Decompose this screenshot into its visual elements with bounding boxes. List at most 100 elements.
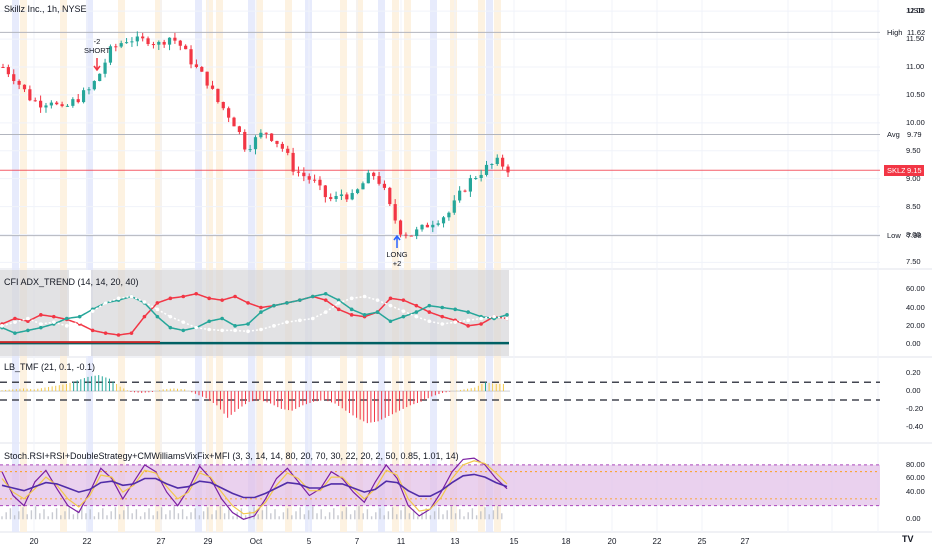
candle-body <box>296 171 301 173</box>
adx-series-1-segment <box>442 306 456 311</box>
session-highlight <box>155 0 162 532</box>
axis-tick-label: 8.00 <box>906 229 921 239</box>
candle-body <box>92 81 96 90</box>
adx-series-1-segment <box>260 304 275 313</box>
adx-series-2-segment <box>144 301 158 310</box>
candle-body <box>6 67 10 75</box>
adx-series-2-segment <box>157 308 171 318</box>
session-highlight <box>195 0 202 532</box>
adx-series-0-segment <box>312 295 326 301</box>
candle-body <box>329 197 333 200</box>
adx-indicator-title[interactable]: CFI ADX_TREND (14, 14, 20, 40) <box>4 277 139 287</box>
adx-series-1-segment <box>455 308 469 313</box>
adx-series-0-segment <box>183 293 197 298</box>
axis-tick-label: 0.00 <box>906 386 921 396</box>
tmf-indicator-title[interactable]: LB_TMF (21, 0.1, -0.1) <box>4 362 96 372</box>
candle-body <box>270 133 274 141</box>
candle-body <box>302 172 306 177</box>
candle-body <box>162 41 166 45</box>
adx-series-1-segment <box>416 304 430 313</box>
adx-series-0-segment <box>403 299 417 307</box>
candle-body <box>114 46 118 48</box>
candle-body <box>248 149 252 151</box>
avg-level-label: Avg <box>884 129 903 141</box>
session-highlight <box>486 0 493 532</box>
short-signal-text: SHORT <box>83 46 111 55</box>
long-arrow-icon <box>393 234 401 248</box>
long-signal-label: LONG +2 <box>386 250 407 268</box>
stoch-series-2-line <box>1 473 508 499</box>
candle-body <box>345 194 349 200</box>
candle-body <box>253 137 258 150</box>
candle-body <box>76 99 80 103</box>
adx-series-2-segment <box>325 302 340 313</box>
axis-tick-label: -0.40 <box>906 421 924 431</box>
axis-tick-label: 10.00 <box>906 117 925 127</box>
candle-body <box>44 105 48 108</box>
candle-body <box>415 229 419 237</box>
session-highlight <box>256 0 263 532</box>
candle-body <box>173 37 177 41</box>
date-tick-label: 7 <box>354 537 360 546</box>
candle-body <box>420 224 424 230</box>
candle-body <box>200 66 204 72</box>
candle-body <box>484 164 489 175</box>
adx-series-1-segment <box>286 299 300 304</box>
low-level-label: Low <box>884 230 904 242</box>
adx-series-0-segment <box>468 323 482 327</box>
adx-series-0-segment <box>221 295 236 301</box>
candle-body <box>441 217 446 224</box>
session-highlight <box>356 0 363 532</box>
axis-tick-label: 0.00 <box>906 339 921 349</box>
adx-series-1-segment <box>143 302 158 318</box>
candle-body <box>350 193 354 200</box>
candle-body <box>130 41 134 43</box>
adx-series-2-segment <box>92 302 106 312</box>
candle-body <box>339 194 344 196</box>
axis-tick-label: 40.00 <box>906 487 925 497</box>
date-tick-label: 27 <box>740 537 750 546</box>
candle-body <box>388 187 392 205</box>
adx-series-1-segment <box>390 315 404 322</box>
avg-level-value: 9.79 <box>907 130 922 140</box>
candle-body <box>409 235 413 237</box>
adx-series-1-segment <box>183 326 197 332</box>
candle-body <box>312 179 317 181</box>
adx-series-0-segment <box>325 299 340 310</box>
adx-series-2-segment <box>312 311 327 320</box>
candle-body <box>157 41 161 45</box>
candle-body <box>141 36 145 39</box>
candle-body <box>39 100 43 108</box>
candle-body <box>227 108 231 118</box>
adx-series-0-segment <box>1 317 16 325</box>
candle-body <box>194 64 199 67</box>
candle-body <box>210 85 215 89</box>
stoch-indicator-title[interactable]: Stoch.RSI+RSI+DoubleStrategy+CMWilliamsV… <box>4 451 459 461</box>
candle-body <box>259 132 263 138</box>
adx-gap <box>69 270 91 356</box>
candle-body <box>71 99 75 106</box>
candle-body <box>1 67 5 68</box>
adx-series-0-segment <box>429 311 443 318</box>
adx-series-1-segment <box>221 317 236 327</box>
chart-title: Skillz Inc., 1h, NYSE <box>4 4 87 14</box>
adx-series-1-segment <box>209 317 223 322</box>
adx-series-0-segment <box>390 297 404 301</box>
axis-tick-label: 60.00 <box>906 473 925 483</box>
candle-body <box>33 100 37 102</box>
adx-series-1-segment <box>429 304 443 309</box>
adx-series-0-segment <box>157 297 171 304</box>
candle-body <box>189 49 193 65</box>
adx-series-1-segment <box>170 326 184 332</box>
adx-series-0-segment <box>105 332 119 336</box>
candle-body <box>458 190 462 201</box>
currency-label: USD <box>908 6 924 15</box>
candle-body <box>404 234 408 236</box>
adx-series-0-segment <box>493 315 508 320</box>
adx-series-1-segment <box>66 315 80 320</box>
adx-series-0-segment <box>170 295 184 300</box>
axis-tick-label: 8.50 <box>906 201 921 211</box>
candle-body <box>12 74 16 81</box>
